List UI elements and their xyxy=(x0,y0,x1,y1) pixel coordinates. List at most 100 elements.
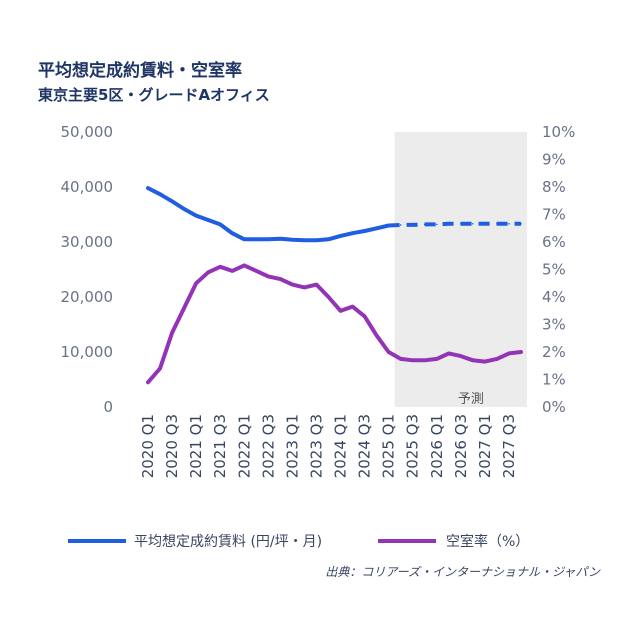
data-point-vacancy xyxy=(387,351,390,353)
y-left-tick-label: 50,000 xyxy=(61,123,114,141)
y-left-tick-label: 0 xyxy=(103,398,113,416)
source-note: 出典：コリアーズ・インターナショナル・ジャパン xyxy=(325,565,601,579)
legend-label-vacancy: 空室率（%） xyxy=(446,533,529,550)
data-point-vacancy xyxy=(303,286,306,289)
x-tick-label: 2025 Q1 xyxy=(380,414,398,478)
y-right-tick-label: 2% xyxy=(542,343,566,361)
data-point-vacancy xyxy=(183,307,185,309)
data-point-rent xyxy=(159,193,161,195)
x-tick-label: 2024 Q1 xyxy=(332,414,350,478)
y-right-tick-label: 6% xyxy=(542,233,566,251)
series-line-vacancy xyxy=(146,263,523,385)
x-tick-label: 2021 Q3 xyxy=(211,414,229,478)
y-right-tick-label: 1% xyxy=(542,371,566,389)
x-tick-label: 2025 Q3 xyxy=(404,414,422,478)
x-tick-label: 2026 Q3 xyxy=(452,414,470,478)
data-point-rent xyxy=(387,224,390,227)
data-point-vacancy xyxy=(484,360,486,363)
y-right-tick-label: 3% xyxy=(542,316,566,334)
data-point-rent xyxy=(508,223,510,225)
data-point-vacancy xyxy=(207,271,209,274)
data-point-vacancy xyxy=(255,270,258,272)
data-point-rent xyxy=(303,239,306,242)
data-point-vacancy xyxy=(147,381,149,384)
x-tick-label: 2027 Q3 xyxy=(500,414,518,478)
forecast-region xyxy=(394,132,527,407)
data-point-vacancy xyxy=(399,358,402,360)
x-tick-label: 2021 Q1 xyxy=(187,414,205,478)
x-tick-label: 2023 Q1 xyxy=(283,414,301,478)
data-point-vacancy xyxy=(291,283,294,286)
data-point-rent xyxy=(171,200,173,203)
data-point-vacancy xyxy=(411,359,414,362)
data-point-rent xyxy=(339,235,342,237)
forecast-label: 予測 xyxy=(458,392,484,407)
x-tick-label: 2020 Q3 xyxy=(163,414,181,478)
data-point-vacancy xyxy=(460,355,462,357)
data-point-vacancy xyxy=(315,283,318,286)
y-left-tick-label: 40,000 xyxy=(61,178,114,196)
data-point-rent xyxy=(411,224,414,226)
data-point-vacancy xyxy=(159,367,161,370)
data-point-rent xyxy=(219,223,221,226)
x-tick-label: 2020 Q1 xyxy=(139,414,157,478)
x-tick-label: 2023 Q3 xyxy=(307,414,325,478)
x-tick-label: 2026 Q1 xyxy=(428,414,446,478)
data-point-vacancy xyxy=(448,352,450,355)
data-point-rent xyxy=(231,232,233,234)
y-right-tick-label: 7% xyxy=(542,206,566,224)
data-point-rent xyxy=(279,237,282,240)
data-point-rent xyxy=(460,223,462,225)
data-point-vacancy xyxy=(219,266,221,268)
data-point-vacancy xyxy=(267,275,270,278)
data-point-vacancy xyxy=(375,334,378,337)
data-point-vacancy xyxy=(520,351,522,353)
data-point-vacancy xyxy=(279,278,282,280)
y-right-tick-label: 10% xyxy=(542,123,575,141)
data-point-rent xyxy=(195,214,197,217)
data-point-rent xyxy=(327,238,330,241)
data-point-vacancy xyxy=(339,310,342,312)
y-left-tick-label: 20,000 xyxy=(61,288,114,306)
data-point-rent xyxy=(267,238,270,241)
data-point-rent xyxy=(448,223,450,225)
data-point-rent xyxy=(436,223,438,226)
y-right-tick-label: 9% xyxy=(542,151,566,169)
data-point-vacancy xyxy=(363,315,366,318)
y-right-tick-label: 8% xyxy=(542,178,566,196)
data-point-rent xyxy=(147,187,149,189)
data-point-rent xyxy=(183,208,185,210)
data-point-vacancy xyxy=(231,270,233,272)
data-point-rent xyxy=(243,238,246,241)
data-point-rent xyxy=(375,227,378,230)
legend-label-rent: 平均想定成約賃料 (円/坪・月) xyxy=(134,534,322,550)
data-point-rent xyxy=(291,239,294,241)
legend: 平均想定成約賃料 (円/坪・月) 空室率（%） xyxy=(68,533,529,550)
y-right-tick-label: 5% xyxy=(542,261,566,279)
series-line-rent-forecast xyxy=(388,221,521,228)
data-point-vacancy xyxy=(472,359,474,362)
data-point-vacancy xyxy=(423,359,426,362)
data-point-vacancy xyxy=(496,358,498,360)
y-left-tick-label: 30,000 xyxy=(61,233,114,251)
data-point-rent xyxy=(472,223,474,225)
x-tick-label: 2022 Q1 xyxy=(235,414,253,478)
data-point-vacancy xyxy=(327,296,330,298)
data-point-rent xyxy=(363,230,366,232)
data-point-rent xyxy=(520,223,522,225)
data-point-vacancy xyxy=(243,264,246,267)
data-point-rent xyxy=(496,223,498,225)
chart-title: 平均想定成約賃料・空室率 xyxy=(38,60,242,81)
y-right-tick-label: 4% xyxy=(542,288,566,306)
data-point-rent xyxy=(399,224,402,226)
data-point-rent xyxy=(351,232,354,234)
data-point-vacancy xyxy=(195,282,197,285)
data-point-vacancy xyxy=(351,305,354,308)
x-tick-label: 2027 Q1 xyxy=(476,414,494,478)
data-point-vacancy xyxy=(508,352,510,355)
y-right-tick-label: 0% xyxy=(542,398,566,416)
data-point-rent xyxy=(484,223,486,225)
data-point-vacancy xyxy=(171,332,173,334)
